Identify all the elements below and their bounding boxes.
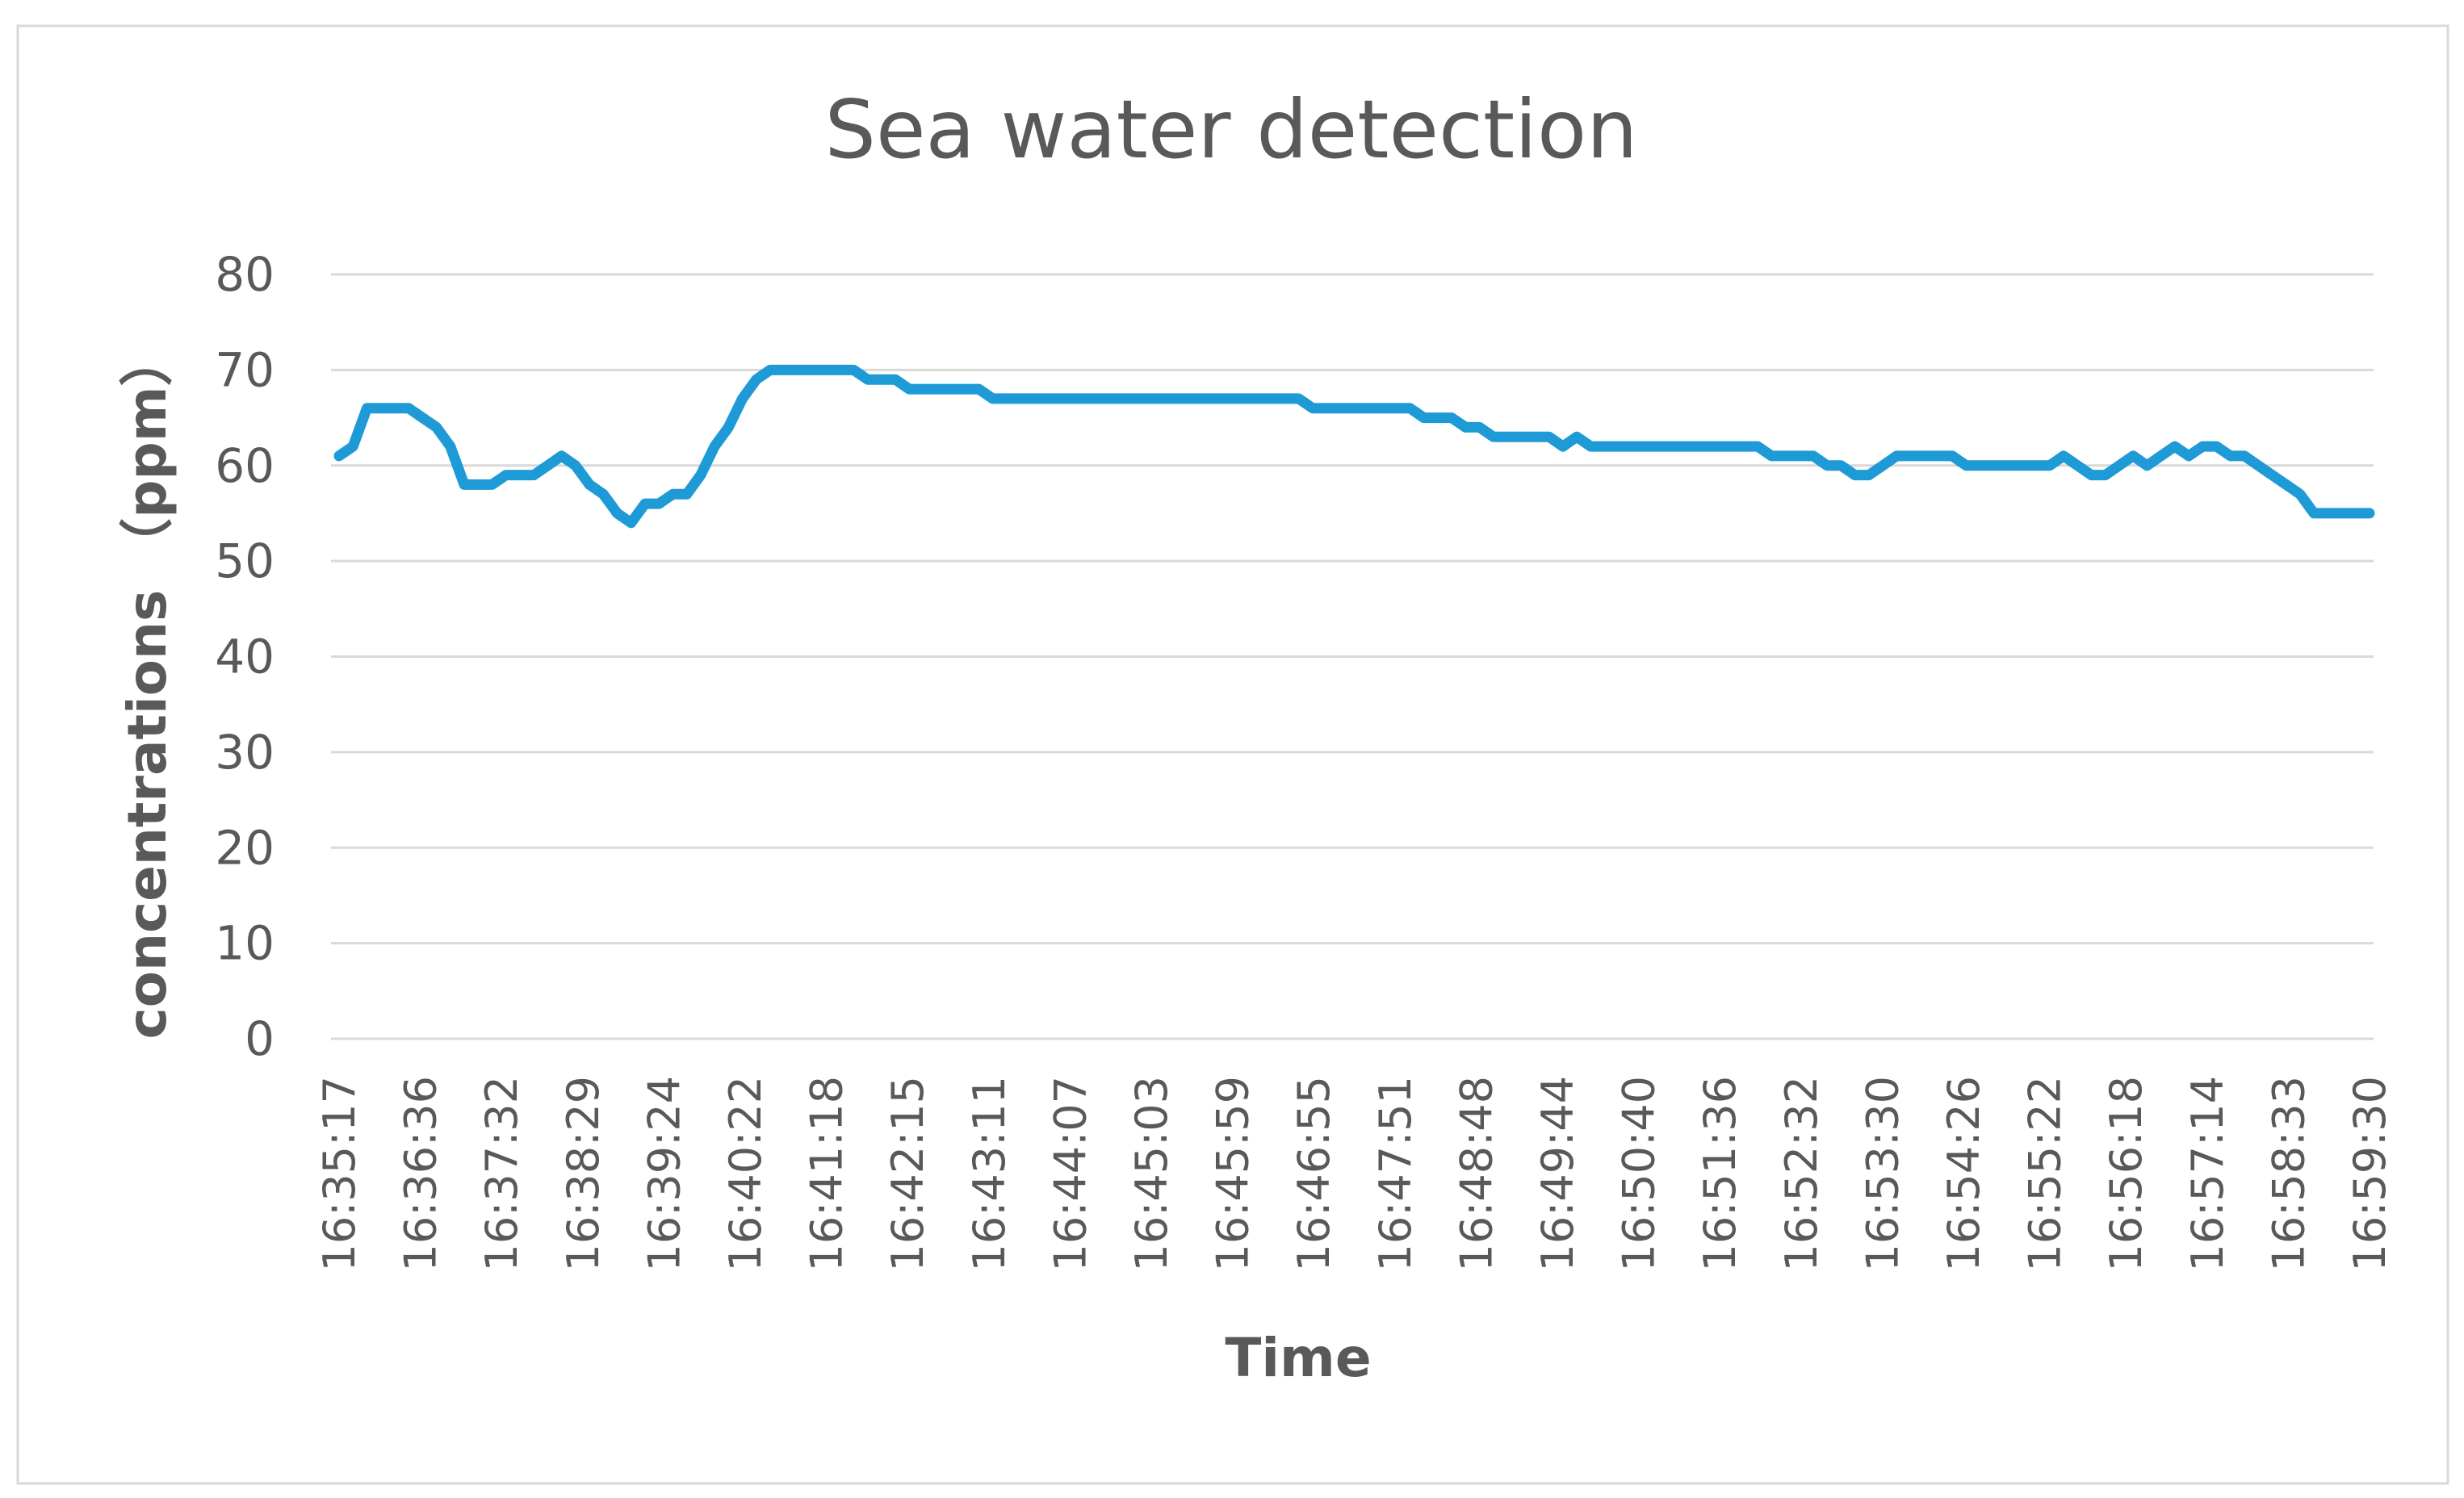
y-tick-label: 10 xyxy=(215,916,274,971)
x-tick-label: 16:43:11 xyxy=(964,1076,1015,1272)
y-tick-label: 40 xyxy=(215,630,274,684)
x-tick-label: 16:57:14 xyxy=(2182,1076,2233,1272)
x-axis-title: Time xyxy=(1225,1327,1371,1389)
x-tick-label: 16:35:17 xyxy=(314,1076,365,1272)
y-tick-label: 0 xyxy=(245,1011,274,1066)
x-tick-label: 16:46:55 xyxy=(1289,1076,1339,1272)
x-tick-label: 16:47:51 xyxy=(1370,1076,1421,1272)
x-tick-label: 16:45:03 xyxy=(1126,1076,1177,1272)
y-tick-label: 50 xyxy=(215,534,274,588)
series-line-concentration xyxy=(333,364,2375,529)
x-axis-tick-labels: 16:35:17 16:36:36 16:37:32 16:38:29 16:39:24… xyxy=(314,1076,2395,1272)
x-tick-label: 16:59:30 xyxy=(2345,1076,2395,1272)
x-tick-label: 16:39:24 xyxy=(639,1076,689,1272)
x-tick-label: 16:51:36 xyxy=(1695,1076,1745,1272)
y-axis-title: concentrations （ppm） xyxy=(116,333,178,1040)
y-tick-label: 60 xyxy=(215,438,274,493)
x-tick-label: 16:55:22 xyxy=(2020,1076,2071,1272)
x-tick-label: 16:52:32 xyxy=(1776,1076,1827,1272)
x-tick-label: 16:41:18 xyxy=(802,1076,853,1272)
x-tick-label: 16:50:40 xyxy=(1614,1076,1665,1272)
x-tick-label: 16:37:32 xyxy=(476,1076,527,1272)
chart-border xyxy=(16,24,2449,1485)
x-tick-label: 16:58:33 xyxy=(2263,1076,2314,1272)
x-tick-label: 16:44:07 xyxy=(1045,1076,1096,1272)
y-tick-label: 20 xyxy=(215,820,274,875)
y-tick-label: 30 xyxy=(215,725,274,780)
x-tick-label: 16:36:36 xyxy=(396,1076,446,1272)
chart-title: Sea water detection xyxy=(824,82,1637,177)
x-tick-label: 16:53:30 xyxy=(1857,1076,1908,1272)
x-tick-label: 16:45:59 xyxy=(1208,1076,1259,1272)
x-tick-label: 16:38:29 xyxy=(558,1076,609,1272)
x-tick-label: 16:42:15 xyxy=(882,1076,933,1272)
y-tick-label: 80 xyxy=(215,247,274,302)
x-tick-label: 16:40:22 xyxy=(720,1076,771,1272)
x-tick-label: 16:49:44 xyxy=(1532,1076,1583,1272)
y-axis-tick-labels: 0 10 20 30 40 50 60 70 80 xyxy=(215,247,274,1066)
series-layer xyxy=(333,364,2375,529)
x-tick-label: 16:48:48 xyxy=(1451,1076,1502,1272)
x-tick-label: 16:54:26 xyxy=(1938,1076,1989,1272)
y-tick-label: 70 xyxy=(215,342,274,397)
x-tick-label: 16:56:18 xyxy=(2101,1076,2152,1272)
